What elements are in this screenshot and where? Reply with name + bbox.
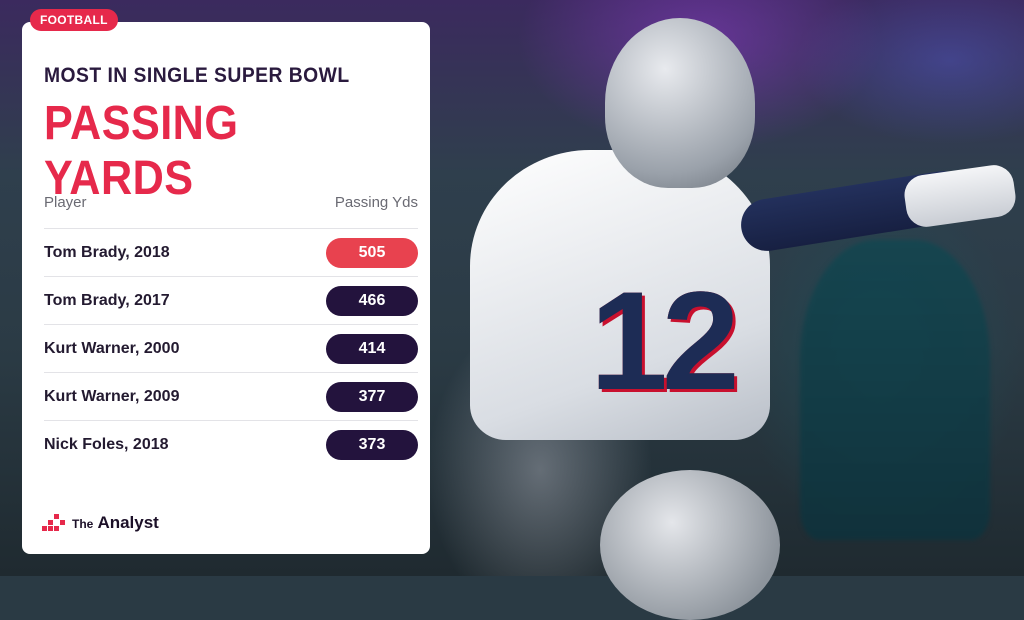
brand-name: The Analyst	[72, 513, 159, 533]
yards-pill: 505	[326, 237, 418, 268]
yards-pill: 377	[326, 381, 418, 412]
player-name: Nick Foles, 2018	[44, 435, 169, 453]
yards-pill: 373	[326, 429, 418, 460]
yards-pill: 466	[326, 285, 418, 316]
table-row: Kurt Warner, 2000 414	[44, 325, 418, 373]
player-name: Tom Brady, 2017	[44, 291, 170, 309]
card-subtitle: MOST IN SINGLE SUPER BOWL	[44, 64, 350, 87]
header-passing-yds: Passing Yds	[334, 194, 418, 211]
analyst-logo-icon	[42, 512, 66, 534]
quarterback-jersey	[470, 150, 770, 440]
yards-pill: 414	[326, 333, 418, 364]
table-row: Tom Brady, 2018 505	[44, 229, 418, 277]
brand-logo: The Analyst	[42, 512, 159, 534]
player-name: Kurt Warner, 2000	[44, 339, 180, 357]
brand-wordmark: Analyst	[97, 513, 159, 532]
player-name: Tom Brady, 2018	[44, 243, 170, 261]
card-title: PASSING YARDS	[44, 97, 239, 205]
category-tag: FOOTBALL	[30, 9, 118, 31]
header-player: Player	[44, 194, 87, 211]
jersey-number: 12	[590, 262, 740, 419]
background-player	[800, 240, 990, 540]
table-row: Kurt Warner, 2009 377	[44, 373, 418, 421]
quarterback-helmet	[605, 18, 755, 188]
table-row: Nick Foles, 2018 373	[44, 421, 418, 468]
table-header: Player Passing Yds	[44, 194, 418, 229]
player-name: Kurt Warner, 2009	[44, 387, 180, 405]
stats-table: Player Passing Yds Tom Brady, 2018 505 T…	[44, 194, 418, 468]
stats-card: MOST IN SINGLE SUPER BOWL PASSING YARDS …	[22, 22, 430, 554]
quarterback-glove	[901, 162, 1019, 230]
lineman-helmet	[600, 470, 780, 620]
table-row: Tom Brady, 2017 466	[44, 277, 418, 325]
brand-prefix: The	[72, 517, 94, 531]
